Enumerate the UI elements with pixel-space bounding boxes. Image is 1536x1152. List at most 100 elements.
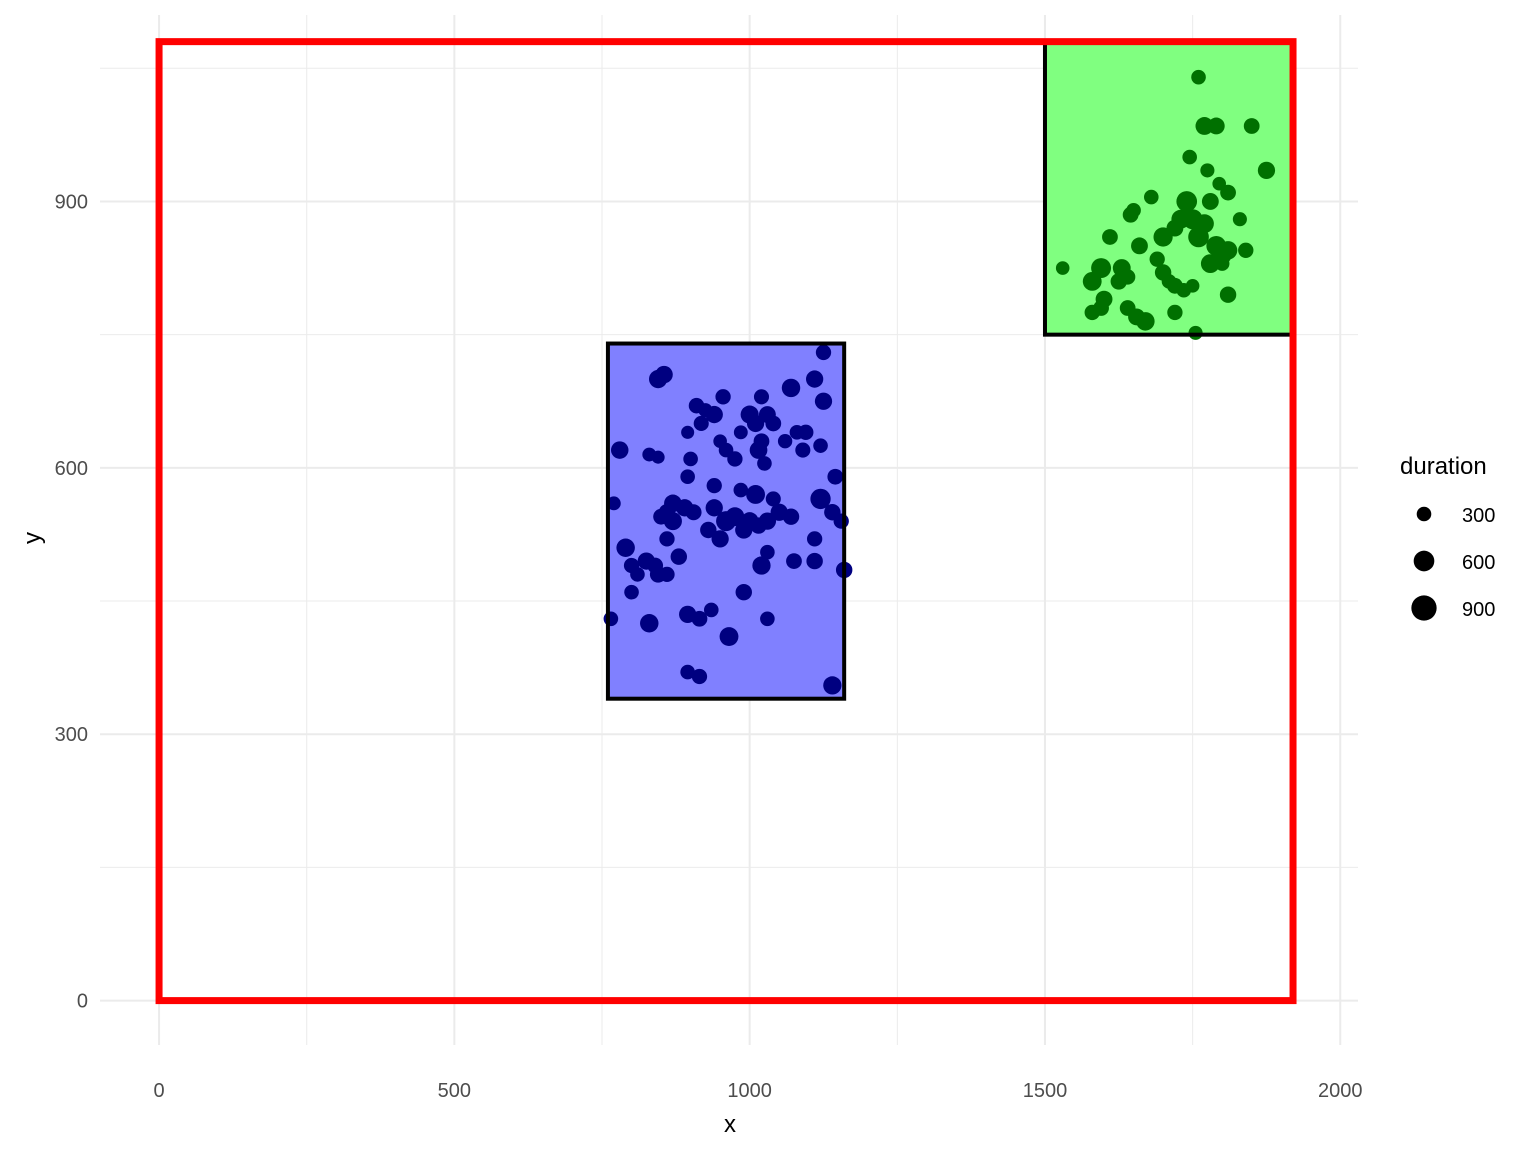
- region-rectangles: [607, 41, 1294, 699]
- legend: duration 300 600 900: [1400, 453, 1495, 621]
- blue-data-point: [715, 389, 731, 405]
- blue-data-point: [806, 552, 823, 570]
- blue-data-point: [823, 676, 842, 695]
- blue-data-point: [760, 611, 775, 627]
- green-data-point: [1136, 312, 1155, 331]
- blue-data-point: [798, 424, 814, 440]
- blue-data-point: [630, 567, 645, 582]
- green-data-point: [1131, 237, 1148, 255]
- x-tick-label: 0: [153, 1080, 164, 1102]
- blue-data-point: [705, 405, 723, 424]
- legend-size-key: [1413, 550, 1435, 572]
- blue-data-point: [757, 456, 772, 471]
- green-data-point: [1219, 286, 1237, 303]
- green-data-point: [1093, 300, 1109, 316]
- blue-data-point: [795, 442, 811, 458]
- green-data-point: [1207, 117, 1225, 135]
- blue-data-point: [833, 513, 849, 529]
- blue-data-point: [680, 469, 695, 485]
- green-data-point: [1201, 193, 1219, 210]
- y-tick-label: 300: [55, 724, 88, 746]
- region-outlines: [155, 38, 1297, 1005]
- green-data-point: [1257, 161, 1276, 180]
- green-data-point: [1200, 163, 1215, 178]
- green-data-point: [1102, 229, 1118, 245]
- blue-data-point: [814, 392, 833, 410]
- blue-region-outline: [605, 341, 847, 701]
- green-data-point: [1238, 242, 1254, 258]
- y-tick-label: 600: [55, 458, 88, 480]
- green-data-point: [1200, 254, 1220, 274]
- blue-data-point: [815, 344, 832, 361]
- blue-data-point: [693, 415, 709, 431]
- blue-data-point: [806, 531, 823, 547]
- legend-label: 300: [1462, 505, 1495, 527]
- green-data-point: [1082, 271, 1102, 291]
- green-data-point: [1243, 118, 1260, 134]
- blue-data-point: [624, 584, 639, 600]
- blue-data-point: [781, 378, 801, 398]
- blue-data-point: [770, 503, 788, 521]
- blue-data-point: [733, 482, 749, 498]
- green-data-point: [1232, 212, 1247, 227]
- green-data-point: [1185, 279, 1200, 293]
- blue-data-point: [735, 583, 752, 601]
- blue-data-point: [606, 496, 621, 511]
- blue-data-point: [765, 491, 781, 507]
- legend-title: duration: [1400, 453, 1487, 480]
- blue-data-point: [716, 511, 737, 532]
- tick-labels: 0 500 1000 1500 2000 0 300 600 900: [55, 191, 1363, 1102]
- x-tick-label: 500: [438, 1080, 471, 1102]
- y-tick-label: 0: [77, 991, 88, 1013]
- blue-data-point: [746, 485, 766, 504]
- blue-data-point: [670, 548, 688, 565]
- blue-data-point: [711, 530, 729, 548]
- x-tick-label: 1000: [727, 1080, 772, 1102]
- blue-data-point: [610, 441, 629, 459]
- blue-data-point: [810, 488, 831, 510]
- blue-data-point: [640, 613, 659, 633]
- y-tick-label: 900: [55, 191, 88, 213]
- green-data-point: [1195, 117, 1214, 135]
- blue-data-point: [765, 415, 782, 432]
- blue-data-point: [760, 544, 775, 560]
- x-tick-label: 1500: [1023, 1080, 1068, 1102]
- outer-border-rectangle: [155, 38, 1297, 1005]
- green-data-point: [1214, 256, 1230, 271]
- blue-data-point: [691, 610, 708, 627]
- blue-data-point: [777, 434, 793, 449]
- blue-data-point: [813, 438, 828, 453]
- blue-data-point: [827, 468, 844, 485]
- green-data-point: [1126, 203, 1141, 218]
- green-data-point: [1188, 226, 1209, 248]
- legend-label: 900: [1462, 599, 1495, 621]
- y-axis-title: y: [19, 532, 46, 544]
- blue-data-point: [735, 521, 753, 539]
- green-data-point: [1176, 191, 1198, 212]
- blue-data-point: [705, 499, 723, 517]
- blue-data-point: [680, 664, 695, 680]
- x-axis-title: x: [724, 1111, 736, 1138]
- blue-data-point: [706, 477, 722, 494]
- blue-data-point: [727, 451, 743, 467]
- green-data-point: [1167, 304, 1183, 321]
- green-data-point: [1191, 69, 1206, 85]
- legend-entries: 300 600 900: [1411, 505, 1495, 621]
- blue-data-point: [753, 433, 770, 450]
- blue-data-point: [719, 627, 739, 646]
- blue-data-point: [733, 425, 748, 440]
- blue-data-point: [655, 365, 673, 384]
- legend-size-key: [1411, 595, 1437, 621]
- blue-data-point: [806, 370, 824, 388]
- green-data-point: [1220, 184, 1236, 201]
- blue-data-point: [651, 450, 665, 464]
- blue-data-point: [603, 611, 619, 627]
- blue-data-point: [681, 425, 695, 439]
- blue-data-point: [659, 531, 675, 547]
- green-data-point: [1153, 227, 1173, 247]
- blue-data-point: [703, 602, 719, 618]
- green-data-point: [1149, 251, 1165, 267]
- blue-data-point: [663, 512, 682, 531]
- green-data-point: [1182, 149, 1197, 165]
- blue-data-point: [691, 668, 708, 685]
